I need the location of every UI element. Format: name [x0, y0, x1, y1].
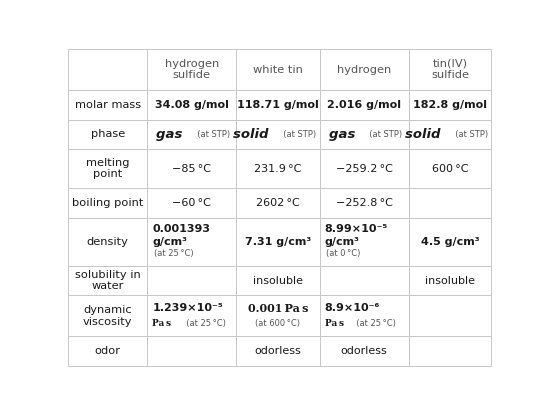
Bar	[319, 266, 409, 296]
Bar	[147, 149, 236, 188]
Bar	[409, 296, 491, 336]
Bar	[236, 120, 319, 149]
Text: odorless: odorless	[341, 346, 388, 356]
Text: 182.8 g/mol: 182.8 g/mol	[413, 100, 487, 110]
Bar	[68, 90, 147, 120]
Bar	[147, 120, 236, 149]
Text: Pa s: Pa s	[152, 319, 171, 328]
Text: dynamic
viscosity: dynamic viscosity	[83, 305, 133, 327]
Bar	[409, 149, 491, 188]
Bar	[68, 188, 147, 217]
Text: insoluble: insoluble	[425, 276, 475, 286]
Bar	[319, 336, 409, 366]
Bar	[409, 217, 491, 266]
Text: gas: gas	[329, 128, 364, 141]
Text: 8.9×10⁻⁶: 8.9×10⁻⁶	[325, 303, 380, 314]
Bar	[236, 49, 319, 90]
Text: odor: odor	[95, 346, 121, 356]
Bar	[147, 336, 236, 366]
Text: −85 °C: −85 °C	[173, 164, 211, 173]
Text: tin(IV)
sulfide: tin(IV) sulfide	[431, 59, 469, 81]
Bar	[236, 217, 319, 266]
Text: 34.08 g/mol: 34.08 g/mol	[155, 100, 229, 110]
Text: 2.016 g/mol: 2.016 g/mol	[327, 100, 401, 110]
Text: −259.2 °C: −259.2 °C	[336, 164, 393, 173]
Bar	[68, 49, 147, 90]
Text: (at 0 °C): (at 0 °C)	[326, 249, 360, 259]
Text: melting
point: melting point	[86, 158, 129, 179]
Bar	[319, 188, 409, 217]
Bar	[409, 49, 491, 90]
Text: 2602 °C: 2602 °C	[256, 198, 300, 208]
Bar	[68, 266, 147, 296]
Bar	[147, 49, 236, 90]
Text: solubility in
water: solubility in water	[75, 270, 141, 291]
Text: (at 600 °C): (at 600 °C)	[256, 319, 300, 328]
Bar	[147, 90, 236, 120]
Text: odorless: odorless	[254, 346, 301, 356]
Text: (at 25 °C): (at 25 °C)	[352, 319, 396, 328]
Bar	[409, 266, 491, 296]
Text: Pa s: Pa s	[325, 319, 343, 328]
Text: g/cm³: g/cm³	[325, 237, 360, 247]
Text: 0.001393: 0.001393	[152, 224, 210, 234]
Bar	[68, 296, 147, 336]
Bar	[68, 217, 147, 266]
Bar	[236, 266, 319, 296]
Bar	[409, 120, 491, 149]
Text: (at STP): (at STP)	[450, 130, 488, 139]
Text: white tin: white tin	[253, 65, 303, 75]
Bar	[319, 296, 409, 336]
Bar	[319, 120, 409, 149]
Text: hydrogen
sulfide: hydrogen sulfide	[165, 59, 219, 81]
Text: (at STP): (at STP)	[278, 130, 316, 139]
Text: −60 °C: −60 °C	[173, 198, 211, 208]
Text: hydrogen: hydrogen	[337, 65, 391, 75]
Bar	[147, 217, 236, 266]
Bar	[68, 336, 147, 366]
Bar	[236, 149, 319, 188]
Bar	[147, 296, 236, 336]
Text: molar mass: molar mass	[75, 100, 141, 110]
Bar	[68, 149, 147, 188]
Text: (at STP): (at STP)	[192, 130, 230, 139]
Text: 231.9 °C: 231.9 °C	[254, 164, 301, 173]
Text: 118.71 g/mol: 118.71 g/mol	[237, 100, 319, 110]
Text: density: density	[87, 237, 129, 247]
Text: solid: solid	[233, 128, 278, 141]
Bar	[68, 120, 147, 149]
Text: solid: solid	[405, 128, 450, 141]
Bar	[319, 149, 409, 188]
Bar	[319, 217, 409, 266]
Text: 1.239×10⁻⁵: 1.239×10⁻⁵	[152, 303, 223, 314]
Text: boiling point: boiling point	[72, 198, 144, 208]
Bar	[147, 266, 236, 296]
Text: 0.001 Pa s: 0.001 Pa s	[248, 303, 308, 314]
Text: 600 °C: 600 °C	[432, 164, 468, 173]
Bar	[236, 296, 319, 336]
Bar	[409, 188, 491, 217]
Text: phase: phase	[91, 129, 125, 139]
Text: (at STP): (at STP)	[364, 130, 402, 139]
Bar	[319, 49, 409, 90]
Bar	[409, 336, 491, 366]
Text: (at 25 °C): (at 25 °C)	[153, 249, 193, 259]
Text: 4.5 g/cm³: 4.5 g/cm³	[421, 237, 479, 247]
Text: gas: gas	[156, 128, 192, 141]
Bar	[236, 90, 319, 120]
Text: g/cm³: g/cm³	[152, 237, 187, 247]
Bar	[147, 188, 236, 217]
Bar	[319, 90, 409, 120]
Bar	[236, 188, 319, 217]
Bar	[409, 90, 491, 120]
Text: 8.99×10⁻⁵: 8.99×10⁻⁵	[325, 224, 388, 234]
Text: (at 25 °C): (at 25 °C)	[181, 319, 225, 328]
Text: 7.31 g/cm³: 7.31 g/cm³	[245, 237, 311, 247]
Text: −252.8 °C: −252.8 °C	[336, 198, 393, 208]
Bar	[236, 336, 319, 366]
Text: insoluble: insoluble	[253, 276, 303, 286]
